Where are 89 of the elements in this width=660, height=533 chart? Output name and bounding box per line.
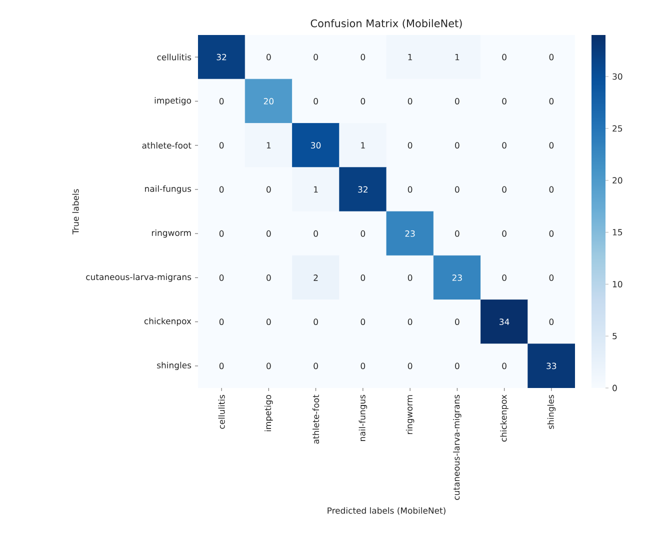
data-label: 0: [360, 274, 366, 281]
data-label: 1: [314, 186, 318, 193]
data-label: 0: [408, 186, 412, 193]
x-tick-label: chickenpox: [500, 394, 508, 442]
color-bar-label: 5: [612, 332, 617, 340]
data-label: 0: [266, 230, 271, 237]
data-label: 1: [455, 54, 460, 60]
x-tick-label: cellulitis: [218, 394, 225, 429]
data-label: 0: [549, 274, 554, 281]
data-label: 0: [266, 186, 271, 193]
data-label: 0: [314, 230, 318, 237]
data-label: 0: [360, 230, 366, 237]
data-label: 33: [546, 362, 556, 370]
data-label: 1: [361, 142, 365, 148]
data-label: 0: [408, 98, 412, 104]
data-label: 0: [502, 230, 506, 237]
data-label: 0: [314, 362, 318, 370]
data-label: 0: [549, 318, 554, 326]
data-label: 0: [314, 98, 318, 104]
data-label: 32: [216, 54, 226, 60]
data-label: 0: [219, 362, 224, 370]
data-label: 0: [549, 186, 554, 193]
y-tick-label: nail-fungus: [145, 185, 192, 194]
data-label: 0: [455, 98, 460, 104]
data-label: 20: [264, 98, 274, 104]
data-label: 0: [219, 274, 224, 281]
y-tick-label: shingles: [157, 362, 192, 370]
data-label: 23: [405, 230, 415, 237]
data-label: 0: [455, 318, 460, 326]
data-label: 0: [408, 274, 412, 281]
data-label: 0: [549, 98, 554, 104]
data-label: 0: [408, 318, 412, 326]
data-label: 0: [502, 142, 506, 149]
x-tick-label: nail-fungus: [358, 394, 368, 441]
data-label: 0: [549, 54, 554, 60]
data-label: 0: [455, 230, 460, 237]
chart-title: Confusion Matrix (MobileNet): [310, 19, 462, 28]
data-label: 0: [219, 318, 224, 326]
data-label: 0: [502, 274, 506, 281]
y-tick-label: cutaneous-larva-migrans: [86, 274, 192, 282]
data-label: 0: [266, 274, 271, 281]
data-label: 0: [502, 362, 506, 370]
data-label: 2: [314, 274, 318, 281]
data-label: 0: [266, 318, 271, 326]
data-label: 0: [219, 98, 224, 104]
color-bar-label: 0: [612, 384, 617, 392]
data-label: 0: [360, 362, 366, 370]
data-label: 0: [502, 98, 506, 104]
data-label: 0: [219, 186, 224, 193]
x-tick-label: ringworm: [406, 395, 414, 434]
color-bar-label: 20: [612, 177, 622, 184]
data-label: 23: [452, 274, 462, 281]
data-label: 0: [502, 54, 506, 60]
data-label: 0: [360, 54, 366, 60]
x-tick-label: impetigo: [264, 394, 273, 432]
data-label: 0: [549, 142, 554, 149]
y-tick-label: impetigo: [154, 97, 192, 106]
data-label: 0: [360, 318, 366, 326]
data-label: 0: [455, 362, 460, 370]
data-label: 1: [408, 54, 412, 60]
color-bar-label: 10: [612, 280, 622, 288]
data-label: 0: [360, 98, 366, 104]
data-label: 34: [500, 318, 510, 326]
x-tick-label: cutaneous-larva-migrans: [453, 394, 462, 500]
data-label: 0: [266, 362, 271, 370]
x-tick-label: shingles: [547, 394, 556, 429]
x-tick-label: athlete-foot: [312, 394, 320, 444]
data-label: 0: [219, 142, 224, 149]
data-label: 0: [219, 230, 224, 237]
data-label: 0: [408, 362, 412, 370]
y-tick-label: cellulitis: [157, 54, 192, 60]
color-bar-label: 15: [612, 229, 622, 236]
data-label: 0: [314, 318, 318, 326]
data-label: 32: [358, 186, 368, 193]
x-axis-title: Predicted labels (MobileNet): [328, 507, 446, 515]
data-label: 1: [266, 142, 271, 148]
y-tick-label: athlete-foot: [142, 142, 192, 149]
data-label: 0: [455, 186, 460, 193]
color-bar-label: 25: [612, 125, 622, 132]
data-label: 0: [314, 54, 318, 60]
y-tick-label: chickenpox: [144, 318, 192, 326]
data-label: 0: [502, 186, 506, 193]
data-label: 0: [408, 142, 412, 149]
data-label: 0: [455, 142, 460, 149]
data-label: 30: [311, 142, 321, 149]
color-bar-label: 30: [612, 73, 622, 80]
y-axis-title: True labels: [72, 189, 79, 234]
y-tick-label: ringworm: [152, 229, 191, 238]
data-label: 0: [549, 230, 554, 237]
